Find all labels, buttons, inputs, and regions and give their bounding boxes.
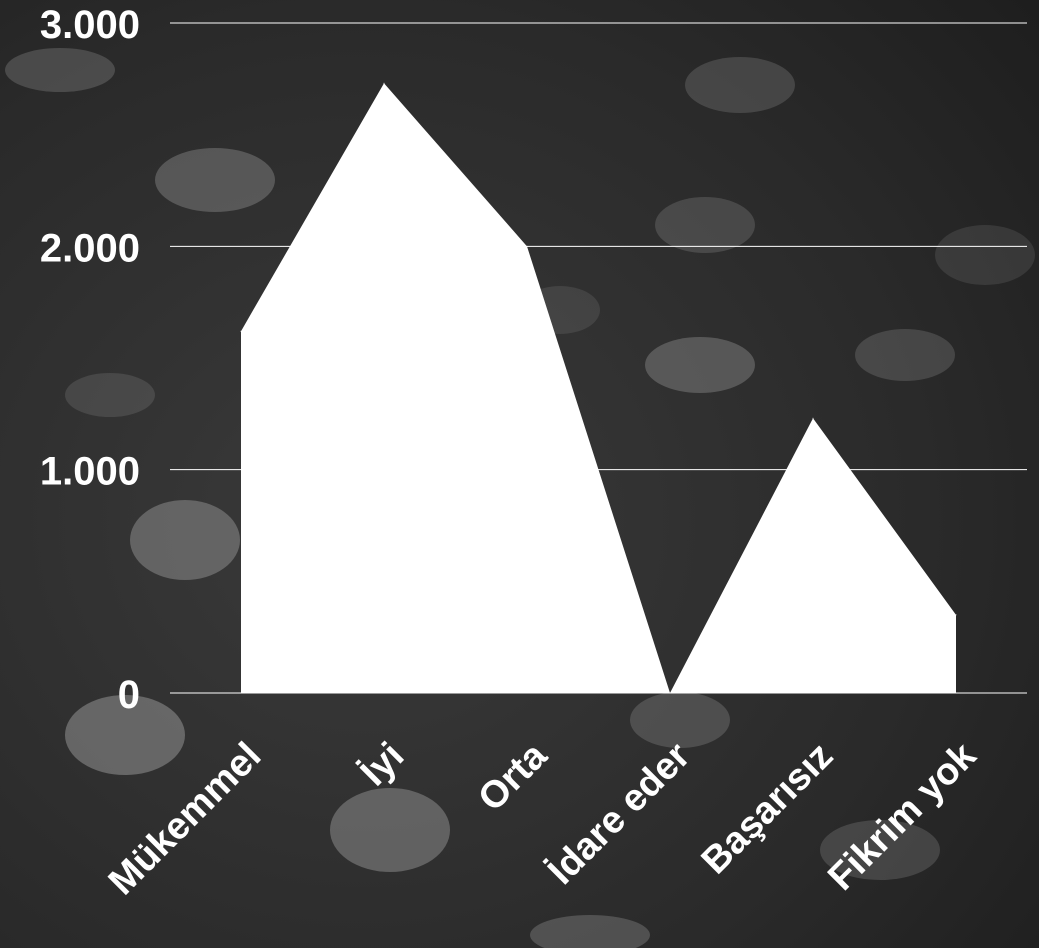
background-blob: [5, 48, 115, 92]
y-tick-label: 3.000: [40, 3, 140, 47]
background-blob: [855, 329, 955, 381]
background-blob: [655, 197, 755, 253]
y-tick-label: 2.000: [40, 226, 140, 270]
background-blob: [645, 337, 755, 393]
data-point: [812, 417, 814, 419]
background-blob: [65, 695, 185, 775]
data-point: [240, 330, 242, 332]
data-point: [526, 245, 528, 247]
background-blob: [330, 788, 450, 872]
y-axis-tick-labels: 0 1.000 2.000 3.000: [40, 3, 140, 717]
background-blob: [630, 692, 730, 748]
background-blob: [155, 148, 275, 212]
data-point: [669, 692, 671, 694]
data-point: [955, 614, 957, 616]
background-blob: [820, 820, 940, 880]
data-area: [240, 82, 957, 694]
background-blob: [65, 373, 155, 417]
background-blob: [685, 57, 795, 113]
background-blob: [130, 500, 240, 580]
data-point: [383, 82, 385, 84]
y-tick-label: 0: [118, 673, 140, 717]
y-tick-label: 1.000: [40, 450, 140, 494]
background-blob: [935, 225, 1035, 285]
series-area: [241, 83, 956, 694]
background-blob: [530, 915, 650, 948]
